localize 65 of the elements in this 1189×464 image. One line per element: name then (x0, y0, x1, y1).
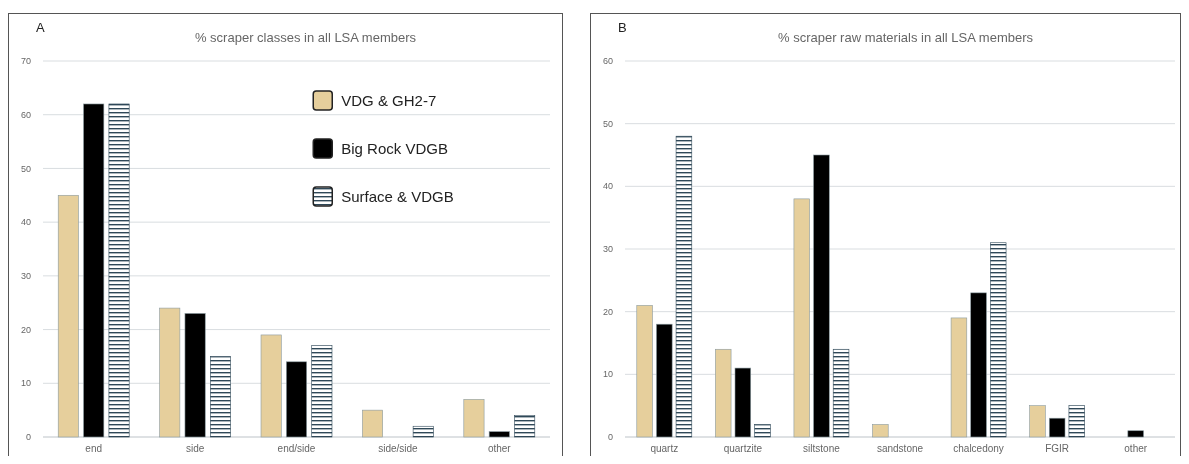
bar (159, 307, 181, 438)
bar (734, 367, 752, 438)
bar (675, 135, 693, 438)
x-tick-label: siltstone (803, 443, 841, 454)
x-tick-label: FGIR (1045, 443, 1070, 454)
y-tick-label: 40 (20, 217, 31, 228)
x-tick-label: sandstone (876, 443, 924, 454)
bar (715, 348, 732, 438)
x-tick-label: quartz (650, 443, 679, 454)
x-tick-label: quartzite (723, 443, 763, 454)
bar (872, 424, 889, 438)
bar (636, 305, 653, 438)
chart-title: % scraper classes in all LSA members (194, 30, 417, 45)
x-tick-label: chalcedony (953, 443, 1004, 454)
bar (488, 431, 510, 438)
y-tick-label: 50 (602, 118, 613, 129)
bar (970, 292, 987, 438)
y-tick-label: 40 (602, 181, 613, 192)
bar (813, 154, 830, 438)
bar (793, 198, 810, 438)
bar (1029, 405, 1046, 438)
bar (260, 334, 282, 438)
y-tick-label: 10 (602, 369, 613, 380)
y-tick-label: 10 (20, 378, 31, 389)
y-tick-label: 70 (20, 56, 31, 67)
bar (832, 348, 850, 438)
legend-label: Big Rock VDGB (341, 140, 448, 158)
x-tick-label: side/side (378, 443, 419, 454)
bar (83, 103, 105, 438)
bar (656, 323, 673, 438)
x-tick-label: end (85, 443, 103, 454)
y-tick-label: 30 (602, 244, 613, 255)
x-tick-label: other (1124, 443, 1148, 454)
bar (210, 356, 231, 438)
y-tick-label: 30 (20, 271, 31, 282)
bar (412, 425, 434, 438)
bar (311, 345, 333, 438)
legend-label: Surface & VDGB (341, 188, 454, 206)
chart-title: % scraper raw materials in all LSA members (777, 30, 1034, 45)
bar (950, 317, 968, 438)
x-tick-label: other (487, 443, 512, 454)
bar (57, 194, 79, 438)
bar (990, 242, 1007, 438)
legend-label: VDG & GH2-7 (341, 92, 437, 110)
bar (514, 415, 536, 438)
y-tick-label: 60 (602, 56, 613, 67)
bar (1048, 417, 1066, 438)
bar (1127, 430, 1144, 438)
y-tick-label: 50 (20, 163, 31, 174)
x-tick-label: side (185, 443, 205, 454)
text: A (36, 20, 45, 35)
y-tick-label: 0 (25, 432, 31, 443)
bar (463, 399, 485, 438)
text: B (618, 20, 627, 35)
bar (1068, 405, 1085, 438)
y-tick-label: 20 (602, 306, 613, 317)
y-tick-label: 20 (20, 324, 31, 335)
y-tick-label: 60 (20, 109, 31, 120)
bar (362, 409, 383, 438)
bar (286, 361, 307, 438)
y-tick-label: 0 (607, 432, 613, 443)
x-tick-label: end/side (277, 443, 316, 454)
bar (754, 424, 771, 438)
bar (108, 103, 130, 438)
bar (184, 313, 206, 438)
